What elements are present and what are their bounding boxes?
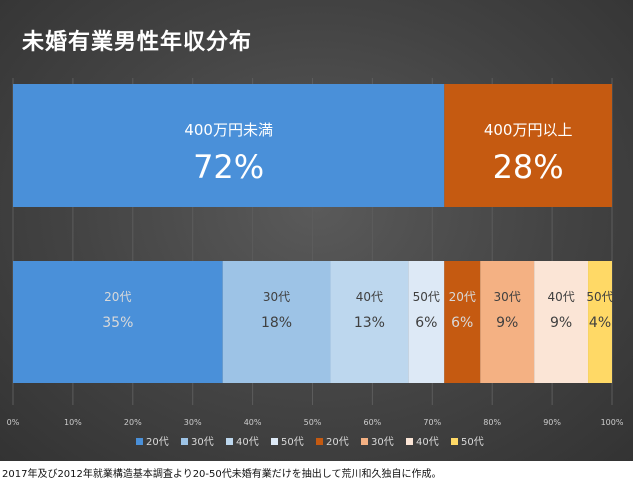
- legend-label: 40代: [236, 436, 259, 448]
- age-bar-value-label: 9%: [550, 315, 572, 331]
- x-tick-label: 80%: [483, 418, 501, 427]
- age-bar-segment: [13, 261, 223, 383]
- age-bar-value-label: 13%: [354, 315, 385, 331]
- age-bar-segment: [330, 261, 409, 383]
- legend-swatch: [406, 438, 413, 445]
- chart-svg: 400万円未満 72% 400万円以上 28% 20代 35% 30代 18% 40代 13% 50…: [7, 78, 624, 448]
- top-bar-value-label: 72%: [193, 148, 264, 186]
- x-tick-label: 30%: [184, 418, 202, 427]
- legend-label: 50代: [461, 436, 484, 448]
- legend-swatch: [361, 438, 368, 445]
- x-tick-label: 90%: [543, 418, 561, 427]
- age-bar-segment-label: 30代: [263, 290, 290, 304]
- chart-panel: [0, 0, 633, 461]
- x-tick-label: 10%: [64, 418, 82, 427]
- age-bar-segment-label: 30代: [494, 290, 521, 304]
- x-tick-label: 20%: [124, 418, 142, 427]
- x-tick-label: 0%: [7, 418, 20, 427]
- age-bar-segment: [534, 261, 589, 383]
- age-bar-value-label: 18%: [261, 315, 292, 331]
- x-tick-label: 60%: [364, 418, 382, 427]
- age-bar-segment-label: 40代: [547, 290, 574, 304]
- legend-label: 30代: [371, 436, 394, 448]
- top-bar-value-label: 28%: [493, 148, 564, 186]
- top-bar-segment: [13, 84, 445, 207]
- age-bar-segment: [480, 261, 535, 383]
- top-bar-segment-label: 400万円未満: [184, 121, 273, 139]
- legend-label: 20代: [146, 436, 169, 448]
- age-bar-segment: [408, 261, 445, 383]
- chart-title: 未婚有業男性年収分布: [22, 30, 253, 55]
- x-tick-label: 70%: [423, 418, 441, 427]
- legend-swatch: [316, 438, 323, 445]
- legend-swatch: [451, 438, 458, 445]
- legend-label: 30代: [191, 436, 214, 448]
- legend-swatch: [181, 438, 188, 445]
- legend-swatch: [226, 438, 233, 445]
- age-bar-value-label: 6%: [415, 315, 437, 331]
- legend-label: 20代: [326, 436, 349, 448]
- top-bar-segment-label: 400万円以上: [484, 121, 573, 139]
- age-bar-segment: [444, 261, 481, 383]
- legend-swatch: [271, 438, 278, 445]
- age-bar-segment-label: 20代: [449, 290, 476, 304]
- legend-label: 40代: [416, 436, 439, 448]
- age-bar-segment: [222, 261, 331, 383]
- legend-swatch: [136, 438, 143, 445]
- age-bar-value-label: 4%: [589, 315, 611, 331]
- age-bar-value-label: 6%: [451, 315, 473, 331]
- age-bar-segment-label: 20代: [104, 290, 131, 304]
- source-note: 2017年及び2012年就業構造基本調査より20-50代未婚有業だけを抽出して荒…: [2, 469, 442, 480]
- top-bar-segment: [444, 84, 612, 207]
- age-bar-segment: [588, 261, 612, 383]
- legend-label: 50代: [281, 436, 304, 448]
- x-tick-label: 40%: [244, 418, 262, 427]
- age-bar-value-label: 35%: [102, 315, 133, 331]
- x-tick-label: 100%: [601, 418, 624, 427]
- x-tick-label: 50%: [304, 418, 322, 427]
- age-bar-segment-label: 40代: [356, 290, 383, 304]
- age-bar-value-label: 9%: [496, 315, 518, 331]
- age-bar-segment-label: 50代: [586, 290, 613, 304]
- age-bar-segment-label: 50代: [413, 290, 440, 304]
